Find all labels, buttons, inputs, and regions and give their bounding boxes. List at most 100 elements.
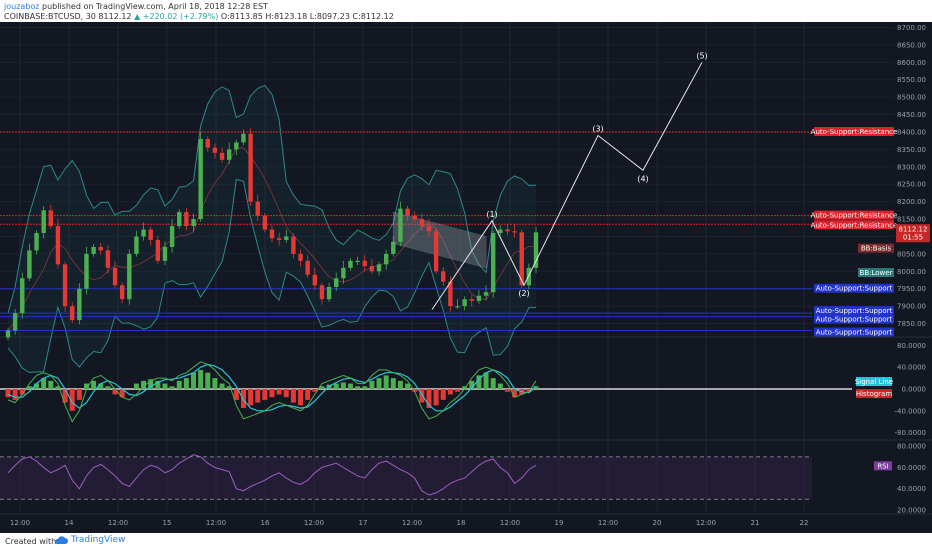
macd-y-tick: 0.0000	[902, 386, 927, 394]
wave-label: (2)	[518, 289, 529, 298]
histogram-bar	[176, 380, 182, 389]
histogram-bar	[76, 389, 82, 400]
candle	[326, 286, 332, 300]
candle	[462, 299, 467, 307]
macd-histogram	[5, 369, 539, 411]
macd-y-tick: 40.0000	[897, 364, 926, 372]
histogram-bar	[19, 389, 25, 395]
histogram-bar	[55, 386, 61, 389]
level-label: Auto-Support:Support	[816, 285, 893, 293]
candle	[141, 229, 146, 237]
histogram-bar	[191, 372, 197, 389]
candle	[241, 133, 246, 143]
y-tick-label: 8000.00	[897, 268, 926, 276]
histogram-bar	[169, 386, 175, 389]
candle	[298, 253, 303, 261]
histogram-bar	[319, 386, 325, 389]
candle	[291, 236, 296, 254]
x-tick-label: 12:00	[304, 519, 324, 527]
histogram-bar	[412, 389, 418, 392]
tradingview-logo[interactable]: TradingView	[54, 535, 125, 545]
candle	[341, 267, 346, 279]
x-tick-label: 17	[359, 519, 368, 527]
candle	[162, 246, 168, 261]
candle	[41, 210, 46, 233]
candle	[533, 232, 539, 268]
level-label-box	[814, 306, 894, 316]
candle	[476, 295, 482, 301]
histogram-bar	[426, 389, 432, 409]
x-tick-label: 19	[555, 519, 564, 527]
candle	[362, 260, 367, 267]
created-with-label: Created with	[5, 537, 57, 546]
y-tick-label: 8650.00	[897, 41, 926, 49]
price-change: ▲ +220.02 (+2.79%)	[134, 12, 219, 21]
candle	[448, 281, 453, 307]
last-price: 8112.12	[98, 12, 132, 21]
level-label-box	[814, 283, 894, 293]
candle	[119, 285, 125, 300]
histogram-bar	[141, 380, 147, 389]
wave-projection	[431, 62, 703, 310]
histogram-bar	[347, 383, 353, 389]
histogram-bar	[162, 383, 168, 389]
candle	[469, 299, 474, 301]
candle	[27, 250, 32, 279]
candle	[12, 313, 18, 331]
histogram-bar	[41, 378, 47, 389]
candles	[5, 128, 539, 341]
bb-lower-line	[7, 178, 536, 374]
author-link[interactable]: jouzaboz	[4, 2, 40, 11]
y-tick-label: 8600.00	[897, 59, 926, 67]
histogram-bar	[447, 389, 453, 395]
symbol-line: COINBASE:BTCUSD, 30 8112.12 ▲ +220.02 (+…	[4, 12, 394, 21]
histogram-bar	[305, 389, 311, 400]
histogram-bar	[333, 383, 339, 389]
candle	[155, 239, 161, 261]
histogram-bar	[91, 380, 97, 389]
x-tick-label: 12:00	[500, 519, 520, 527]
publish-info: published on TradingView.com, April 18, …	[39, 2, 268, 11]
candle	[269, 229, 275, 239]
x-tick-label: 21	[751, 519, 760, 527]
chart-header: jouzaboz published on TradingView.com, A…	[0, 0, 932, 22]
candle	[212, 147, 218, 153]
rsi-line	[7, 454, 537, 496]
y-tick-label: 8150.00	[897, 216, 926, 224]
macd-y-tick: -80.0000	[895, 429, 926, 437]
histogram-bar	[248, 389, 254, 406]
macd-y-tick: -40.0000	[895, 407, 926, 415]
histogram-bar	[298, 389, 304, 406]
candle	[433, 231, 439, 272]
ohlc-values: O:8113.85 H:8123.18 L:8097.23 C:8112.12	[220, 12, 394, 21]
macd-y-tick: 80.0000	[897, 342, 926, 350]
histogram-bar	[83, 383, 89, 389]
candle	[70, 306, 75, 321]
indicator-tag-box	[858, 243, 894, 253]
x-tick-label: 12:00	[402, 519, 422, 527]
candle	[505, 229, 510, 232]
rsi-legend: RSI	[877, 462, 888, 470]
rsi-y-tick: 80.0000	[897, 443, 926, 451]
candle	[191, 219, 196, 227]
chart-area[interactable]: 8700.00 8650.00 8600.00 8550.00 8500.00 8450.…	[0, 22, 932, 533]
histogram-bar	[112, 389, 118, 395]
indicator-tag-box	[858, 268, 894, 278]
histogram-bar	[240, 389, 246, 409]
histogram-legend-box	[856, 389, 892, 399]
level-label: Auto-Support:Support	[816, 316, 893, 324]
candle	[205, 138, 210, 148]
y-tick-label: 8450.00	[897, 111, 926, 119]
indicator-tag: BB:Basis	[861, 245, 892, 253]
candle	[441, 271, 446, 282]
histogram-bar	[12, 389, 18, 400]
candle	[355, 260, 360, 263]
candle	[105, 250, 111, 268]
chart-svg[interactable]: 8700.00 8650.00 8600.00 8550.00 8500.00 8450.…	[0, 22, 932, 533]
histogram-bar	[390, 378, 396, 389]
candle	[148, 229, 153, 240]
histogram-bar	[369, 380, 375, 389]
histogram-legend: Histogram	[856, 390, 892, 398]
histogram-bar	[183, 378, 189, 389]
histogram-bar	[490, 378, 496, 389]
